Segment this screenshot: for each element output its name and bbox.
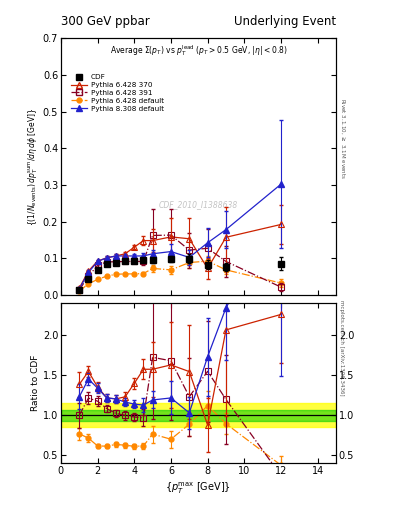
Text: Rivet 3.1.10, $\geq$ 3.1M events: Rivet 3.1.10, $\geq$ 3.1M events <box>339 98 346 179</box>
Text: CDF_2010_I1388638: CDF_2010_I1388638 <box>159 201 238 209</box>
Bar <box>61 410 336 421</box>
Text: 300 GeV ppbar: 300 GeV ppbar <box>61 15 150 28</box>
Y-axis label: Ratio to CDF: Ratio to CDF <box>31 355 40 412</box>
Y-axis label: $\{(1/N_{\rm events})\, dp_T^{\rm sum}/d\eta\, d\phi$ [GeV]$\}$: $\{(1/N_{\rm events})\, dp_T^{\rm sum}/d… <box>26 108 40 226</box>
Text: mcplots.cern.ch [arXiv:1306.3436]: mcplots.cern.ch [arXiv:1306.3436] <box>339 301 344 396</box>
Text: Underlying Event: Underlying Event <box>234 15 336 28</box>
Bar <box>61 403 336 428</box>
X-axis label: $\{p_T^{\rm max}$ [GeV]$\}$: $\{p_T^{\rm max}$ [GeV]$\}$ <box>165 480 231 496</box>
Text: Average $\Sigma(p_T)$ vs $p_T^{\rm lead}$ ($p_T > 0.5$ GeV, $|\eta| < 0.8$): Average $\Sigma(p_T)$ vs $p_T^{\rm lead}… <box>110 44 287 58</box>
Legend: CDF, Pythia 6.428 370, Pythia 6.428 391, Pythia 6.428 default, Pythia 8.308 defa: CDF, Pythia 6.428 370, Pythia 6.428 391,… <box>70 73 165 113</box>
